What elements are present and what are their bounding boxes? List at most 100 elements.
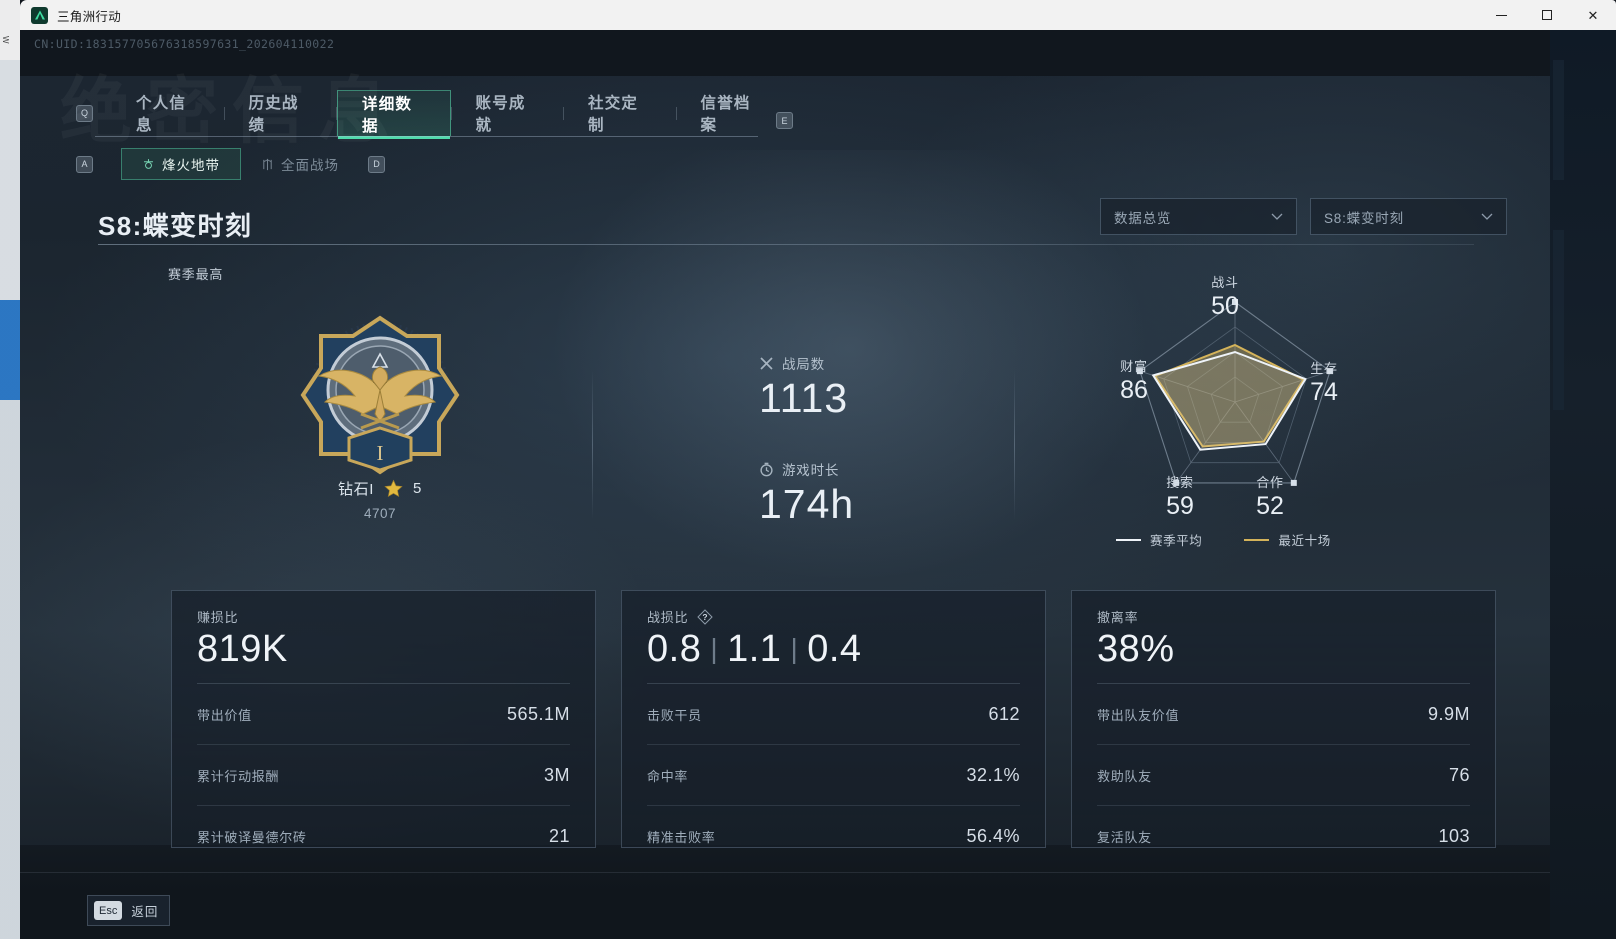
card-value-part: 0.8 [647, 628, 702, 670]
close-icon[interactable]: ✕ [1587, 7, 1599, 23]
radar-axis-search: 搜索 59 [1144, 472, 1216, 521]
card-primary-value: 819K [197, 628, 570, 671]
card-value-part: 1.1 [727, 628, 782, 670]
sub-tabbar: A 烽火地带 全面战场 D [76, 148, 385, 180]
background-right-panel [1550, 30, 1616, 939]
card-value-part: 819K [197, 628, 288, 670]
radar-axis-coop-value: 52 [1256, 492, 1284, 520]
right-panel-band [1553, 60, 1564, 180]
key-hint-e: E [776, 112, 793, 129]
stat-playtime-value: 174h [759, 481, 855, 527]
section-divider [1014, 370, 1015, 520]
tab-reputation[interactable]: 信誉档案 [700, 95, 751, 134]
legend-item-season-average: 赛季平均 [1116, 530, 1202, 549]
radar-axis-search-label: 搜索 [1166, 475, 1194, 490]
legend-swatch [1116, 538, 1141, 541]
swords-icon [760, 356, 773, 370]
row-key: 累计行动报酬 [197, 768, 280, 784]
minimize-icon[interactable] [1478, 0, 1524, 30]
card-header: 赚损比 [197, 607, 570, 626]
right-panel-band [1553, 230, 1564, 410]
value-separator: | [710, 633, 719, 664]
svg-text:I: I [377, 441, 384, 465]
chevron-down-icon [1271, 213, 1283, 220]
row-key: 复活队友 [1097, 830, 1152, 845]
background-top-bar [20, 30, 1550, 76]
stat-playtime-label-row: 游戏时长 [759, 459, 854, 479]
stopwatch-icon [760, 462, 773, 476]
row-value: 56.4% [966, 826, 1020, 846]
radar-axis-coop: 合作 52 [1234, 472, 1306, 521]
tab-divider [675, 106, 677, 120]
stat-matches-value: 1113 [759, 375, 849, 421]
card-extraction-rate: 撤离率 38% 带出队友价值 9.9M 救助队友 76 复活队友 103 [1071, 590, 1496, 848]
table-row: 带出队友价值 9.9M [1097, 684, 1470, 745]
season-select[interactable]: S8:蝶变时刻 [1310, 198, 1507, 235]
table-row: 救助队友 76 [1097, 745, 1470, 806]
row-key: 累计破译曼德尔砖 [197, 830, 307, 845]
radar-axis-wealth: 财富 86 [1098, 356, 1170, 405]
legend-label: 最近十场 [1278, 534, 1331, 548]
subtab-label: 烽火地带 [162, 158, 220, 173]
section-divider [592, 370, 593, 520]
game-viewport: 绝密信息 CN:UID:183157705676318597631_202604… [20, 30, 1550, 939]
radar-axis-survival-label: 生存 [1310, 361, 1338, 376]
tab-divider [336, 106, 337, 120]
card-primary-value: 38% [1097, 628, 1470, 671]
key-hint-a: A [76, 155, 93, 173]
table-row: 累计行动报酬 3M [197, 745, 570, 806]
subtab-beacon-zone[interactable]: 烽火地带 [121, 148, 241, 180]
card-divider [647, 683, 1020, 684]
rank-star-count: 5 [413, 480, 422, 497]
radar-axis-combat-value: 50 [1211, 292, 1239, 320]
table-row: 击败干员 612 [647, 684, 1020, 745]
tab-history[interactable]: 历史战绩 [248, 95, 299, 134]
subtab-full-battlefield[interactable]: 全面战场 [241, 148, 359, 180]
table-row: 带出价值 565.1M [197, 684, 570, 745]
season-best-label: 赛季最高 [168, 267, 224, 282]
back-button[interactable]: Esc 返回 [87, 895, 171, 926]
row-value: 3M [543, 764, 570, 785]
radar-axis-combat: 战斗 50 [1180, 272, 1270, 321]
delta-triangle-icon [31, 6, 48, 24]
radar-axis-wealth-value: 86 [1120, 376, 1148, 404]
legend-label: 赛季平均 [1150, 534, 1203, 548]
question-mark-icon[interactable]: ? [697, 608, 714, 625]
radar-axis-coop-label: 合作 [1256, 475, 1284, 490]
row-key: 精准击败率 [647, 830, 716, 845]
card-kd-ratio: 战损比 ? 0.8 | 1.1 | 0.4 击败干员 612 [621, 590, 1046, 848]
desktop-left-edge: W [0, 0, 20, 939]
radar-axis-wealth-label: 财富 [1120, 359, 1148, 374]
beacon-zone-icon [144, 158, 153, 169]
rank-tier: 钻石I [338, 481, 374, 498]
table-row: 精准击败率 56.4% [647, 806, 1020, 867]
background-watermark: 绝密信息 [60, 52, 404, 157]
maximize-icon[interactable] [1524, 0, 1570, 30]
key-hint-d: D [368, 155, 385, 173]
star-icon [384, 479, 403, 497]
data-overview-select[interactable]: 数据总览 [1100, 198, 1297, 235]
rank-emblem: I [295, 310, 465, 480]
tab-detailed-data[interactable]: 详细数据 [337, 90, 451, 139]
row-key: 击败干员 [647, 707, 702, 723]
tab-divider [563, 106, 564, 120]
card-title: 撤离率 [1097, 610, 1139, 625]
row-key: 带出队友价值 [1097, 707, 1180, 723]
stat-matches-label: 战局数 [782, 357, 825, 372]
main-tabs: 个人信息 历史战绩 详细数据 账号成就 社交定制 信誉档案 [112, 90, 788, 139]
tab-personal-info[interactable]: 个人信息 [136, 95, 187, 134]
radar-axis-search-value: 59 [1166, 492, 1194, 520]
legend-swatch [1244, 538, 1270, 541]
window-controls: ✕ [1478, 0, 1616, 30]
row-value: 9.9M [1427, 703, 1470, 724]
tab-achievements[interactable]: 账号成就 [475, 95, 526, 134]
background-smoke [540, 150, 1160, 590]
card-value-part: 0.4 [807, 628, 862, 670]
card-header: 战损比 ? [647, 607, 1020, 626]
card-divider [1097, 683, 1470, 684]
data-overview-value: 数据总览 [1114, 210, 1172, 226]
row-value: 565.1M [506, 703, 570, 724]
footer-divider [20, 872, 1550, 873]
tab-social[interactable]: 社交定制 [588, 95, 639, 134]
